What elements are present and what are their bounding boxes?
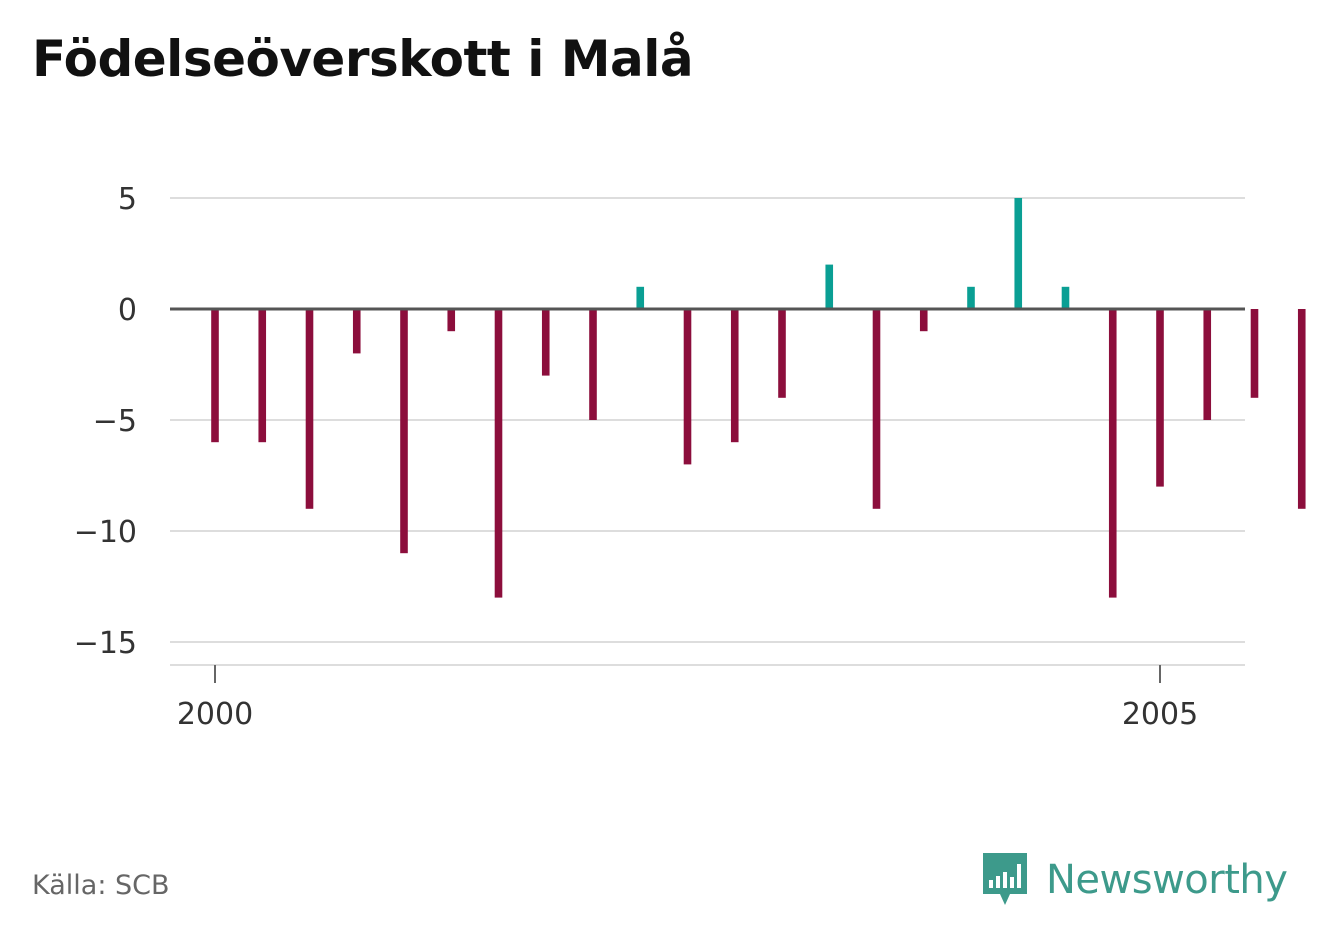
y-tick-label: −5 [93, 404, 137, 439]
x-tick-label: 2005 [1122, 697, 1198, 732]
bar-negative [589, 309, 597, 420]
chart-title: Födelseöverskott i Malå [32, 30, 694, 88]
bar-negative [258, 309, 267, 443]
y-tick-label: 5 [118, 182, 137, 217]
bar-positive [636, 286, 645, 309]
gridlines [170, 197, 1245, 643]
bar-negative [730, 309, 739, 443]
bar-positive [1061, 286, 1070, 309]
bar-negative [1203, 309, 1212, 420]
bar-negative [778, 309, 786, 398]
brand-logo: Newsworthy [980, 850, 1288, 910]
newsworthy-logo-icon [983, 853, 1027, 905]
x-tick-label: 2000 [177, 697, 253, 732]
bar-negative [1297, 309, 1306, 509]
brand-name: Newsworthy [1046, 857, 1288, 903]
bar-negative [447, 309, 456, 332]
bar-negative [1108, 309, 1117, 598]
y-tick-label: 0 [118, 293, 137, 328]
bar-negative [400, 309, 408, 554]
bar-negative [919, 309, 928, 332]
bar-negative [541, 309, 550, 376]
bar-negative [211, 309, 219, 443]
bar-positive [967, 286, 975, 309]
bar-positive [1014, 198, 1023, 309]
y-tick-label: −15 [74, 626, 137, 661]
bar-negative [494, 309, 503, 598]
source-note: Källa: SCB [32, 870, 170, 901]
axes: 50−5−10−15200020052010201520202025 [74, 182, 1245, 732]
bars [211, 198, 1306, 598]
bar-negative [1250, 309, 1259, 398]
bar-negative [1156, 309, 1164, 487]
bar-negative [352, 309, 361, 354]
bar-negative [683, 309, 692, 465]
bar-negative [305, 309, 314, 509]
y-tick-label: −10 [74, 515, 137, 550]
bar-negative [872, 309, 881, 509]
bar-positive [825, 264, 834, 309]
